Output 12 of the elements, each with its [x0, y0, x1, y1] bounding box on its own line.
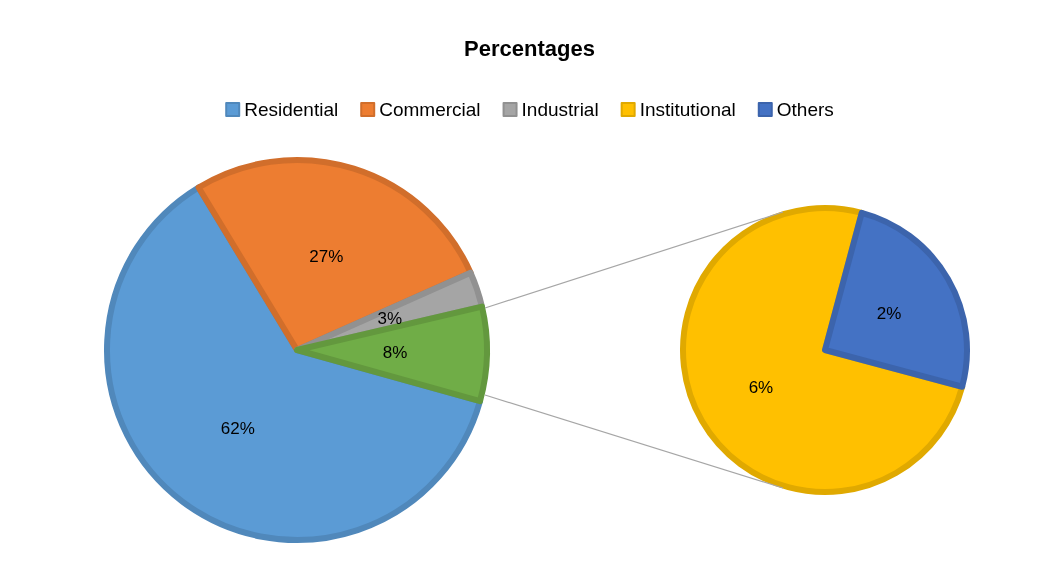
legend-label: Others [776, 99, 834, 120]
data-label: 8% [382, 342, 408, 362]
legend-label: Residential [244, 99, 339, 120]
legend-label: Commercial [379, 99, 481, 120]
data-label: 3% [377, 309, 403, 329]
data-label: 6% [748, 377, 774, 397]
data-label: 2% [876, 303, 902, 323]
chart-title: Percentages [464, 35, 595, 61]
data-label: 62% [220, 418, 255, 438]
legend-label: Industrial [521, 99, 599, 120]
legend-label: Institutional [639, 99, 736, 120]
data-label: 27% [309, 246, 344, 266]
